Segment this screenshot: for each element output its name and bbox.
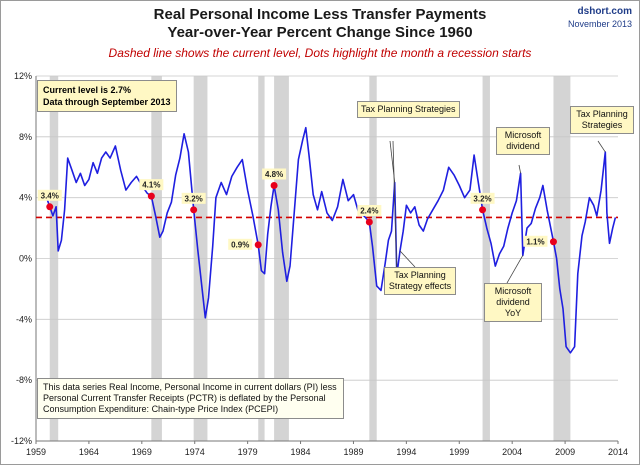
recession-start-label: 3.2% [473,194,491,203]
x-tick-label: 1964 [79,447,99,457]
x-tick-label: 1999 [449,447,469,457]
x-tick-label: 1989 [343,447,363,457]
dot-label-background [262,168,287,180]
recession-start-dot [270,182,278,189]
x-tick-label: 1984 [291,447,311,457]
recession-start-dot [479,206,487,214]
callout-tax-planning-effects: Tax Planning Strategy effects [384,267,456,295]
source-label[interactable]: dshort.com [577,6,632,17]
y-tick-label: 8% [19,132,32,142]
x-tick-label: 2004 [502,447,522,457]
recession-start-label: 2.4% [360,207,378,216]
y-tick-label: -12% [11,436,32,446]
axes [35,76,618,442]
callout-leader-line [506,255,524,284]
recession-start-dot [190,206,198,214]
recession-start-dot [46,203,54,211]
callout-leader-line [392,140,398,276]
dot-label-background [228,238,253,250]
recession-start-dot [147,192,155,200]
y-tick-label: -8% [16,375,32,385]
recession-start-label: 4.8% [265,170,283,179]
data-through-text: Data through September 2013 [43,97,171,107]
y-tick-label: 4% [19,193,32,203]
callout-microsoft-dividend: Microsoft dividend [496,127,550,155]
callout-leader-line [597,140,606,153]
recession-start-label: 4.1% [142,181,160,190]
recession-start-label: 3.2% [185,194,203,203]
tick-labels: -12% -8% -4% 0% 4% 8% 12% 1959 1964 1969 1974 1979 1… [11,71,628,457]
recession-start-dot [549,238,557,246]
dot-label-background [181,192,206,204]
recession-start-label: 3.4% [41,191,59,200]
recession-start-label: 1.1% [526,237,544,246]
x-tick-label: 2014 [608,447,628,457]
recession-start-dot [254,241,262,249]
y-tick-label: 0% [19,254,32,264]
date-label: November 2013 [567,19,632,29]
y-tick-label: -4% [16,314,32,324]
dot-label-background [37,189,62,201]
x-tick-label: 1974 [185,447,205,457]
x-tick-label: 1979 [238,447,258,457]
y-tick-label: 12% [14,71,32,81]
recession-start-label: 0.9% [231,240,249,249]
dot-label-background [357,205,382,216]
chart-title-line2: Year-over-Year Percent Change Since 1960 [167,24,473,41]
callout-microsoft-dividend-yoy: Microsoft dividend YoY [484,283,542,322]
callout-tax-planning-1: Tax Planning Strategies [357,101,460,118]
callout-leader-line [518,164,522,174]
recession-dots: 3.4% 4.1% 3.2% 0.9% 4.8% 2.4% 3.2% 1.1% [37,168,557,250]
dot-label-background [523,235,548,247]
callout-tax-planning-2: Tax Planning Strategies [570,106,634,134]
chart-subtitle: Dashed line shows the current level, Dot… [108,46,532,60]
callout-leader-line [399,250,416,268]
recession-start-dot [365,218,373,226]
callout-leaders [389,140,606,284]
x-tick-label: 1969 [132,447,152,457]
dot-label-background [470,192,495,204]
chart-title-line1: Real Personal Income Less Transfer Payme… [153,6,487,23]
dot-label-background [139,179,164,191]
x-tick-label: 1994 [396,447,416,457]
x-tick-label: 2009 [555,447,575,457]
current-level-box: Current level is 2.7% Data through Septe… [37,80,177,112]
x-tick-label: 1959 [26,447,46,457]
data-note-box: This data series Real Income, Personal I… [37,378,344,419]
current-level-text: Current level is 2.7% [43,85,132,95]
